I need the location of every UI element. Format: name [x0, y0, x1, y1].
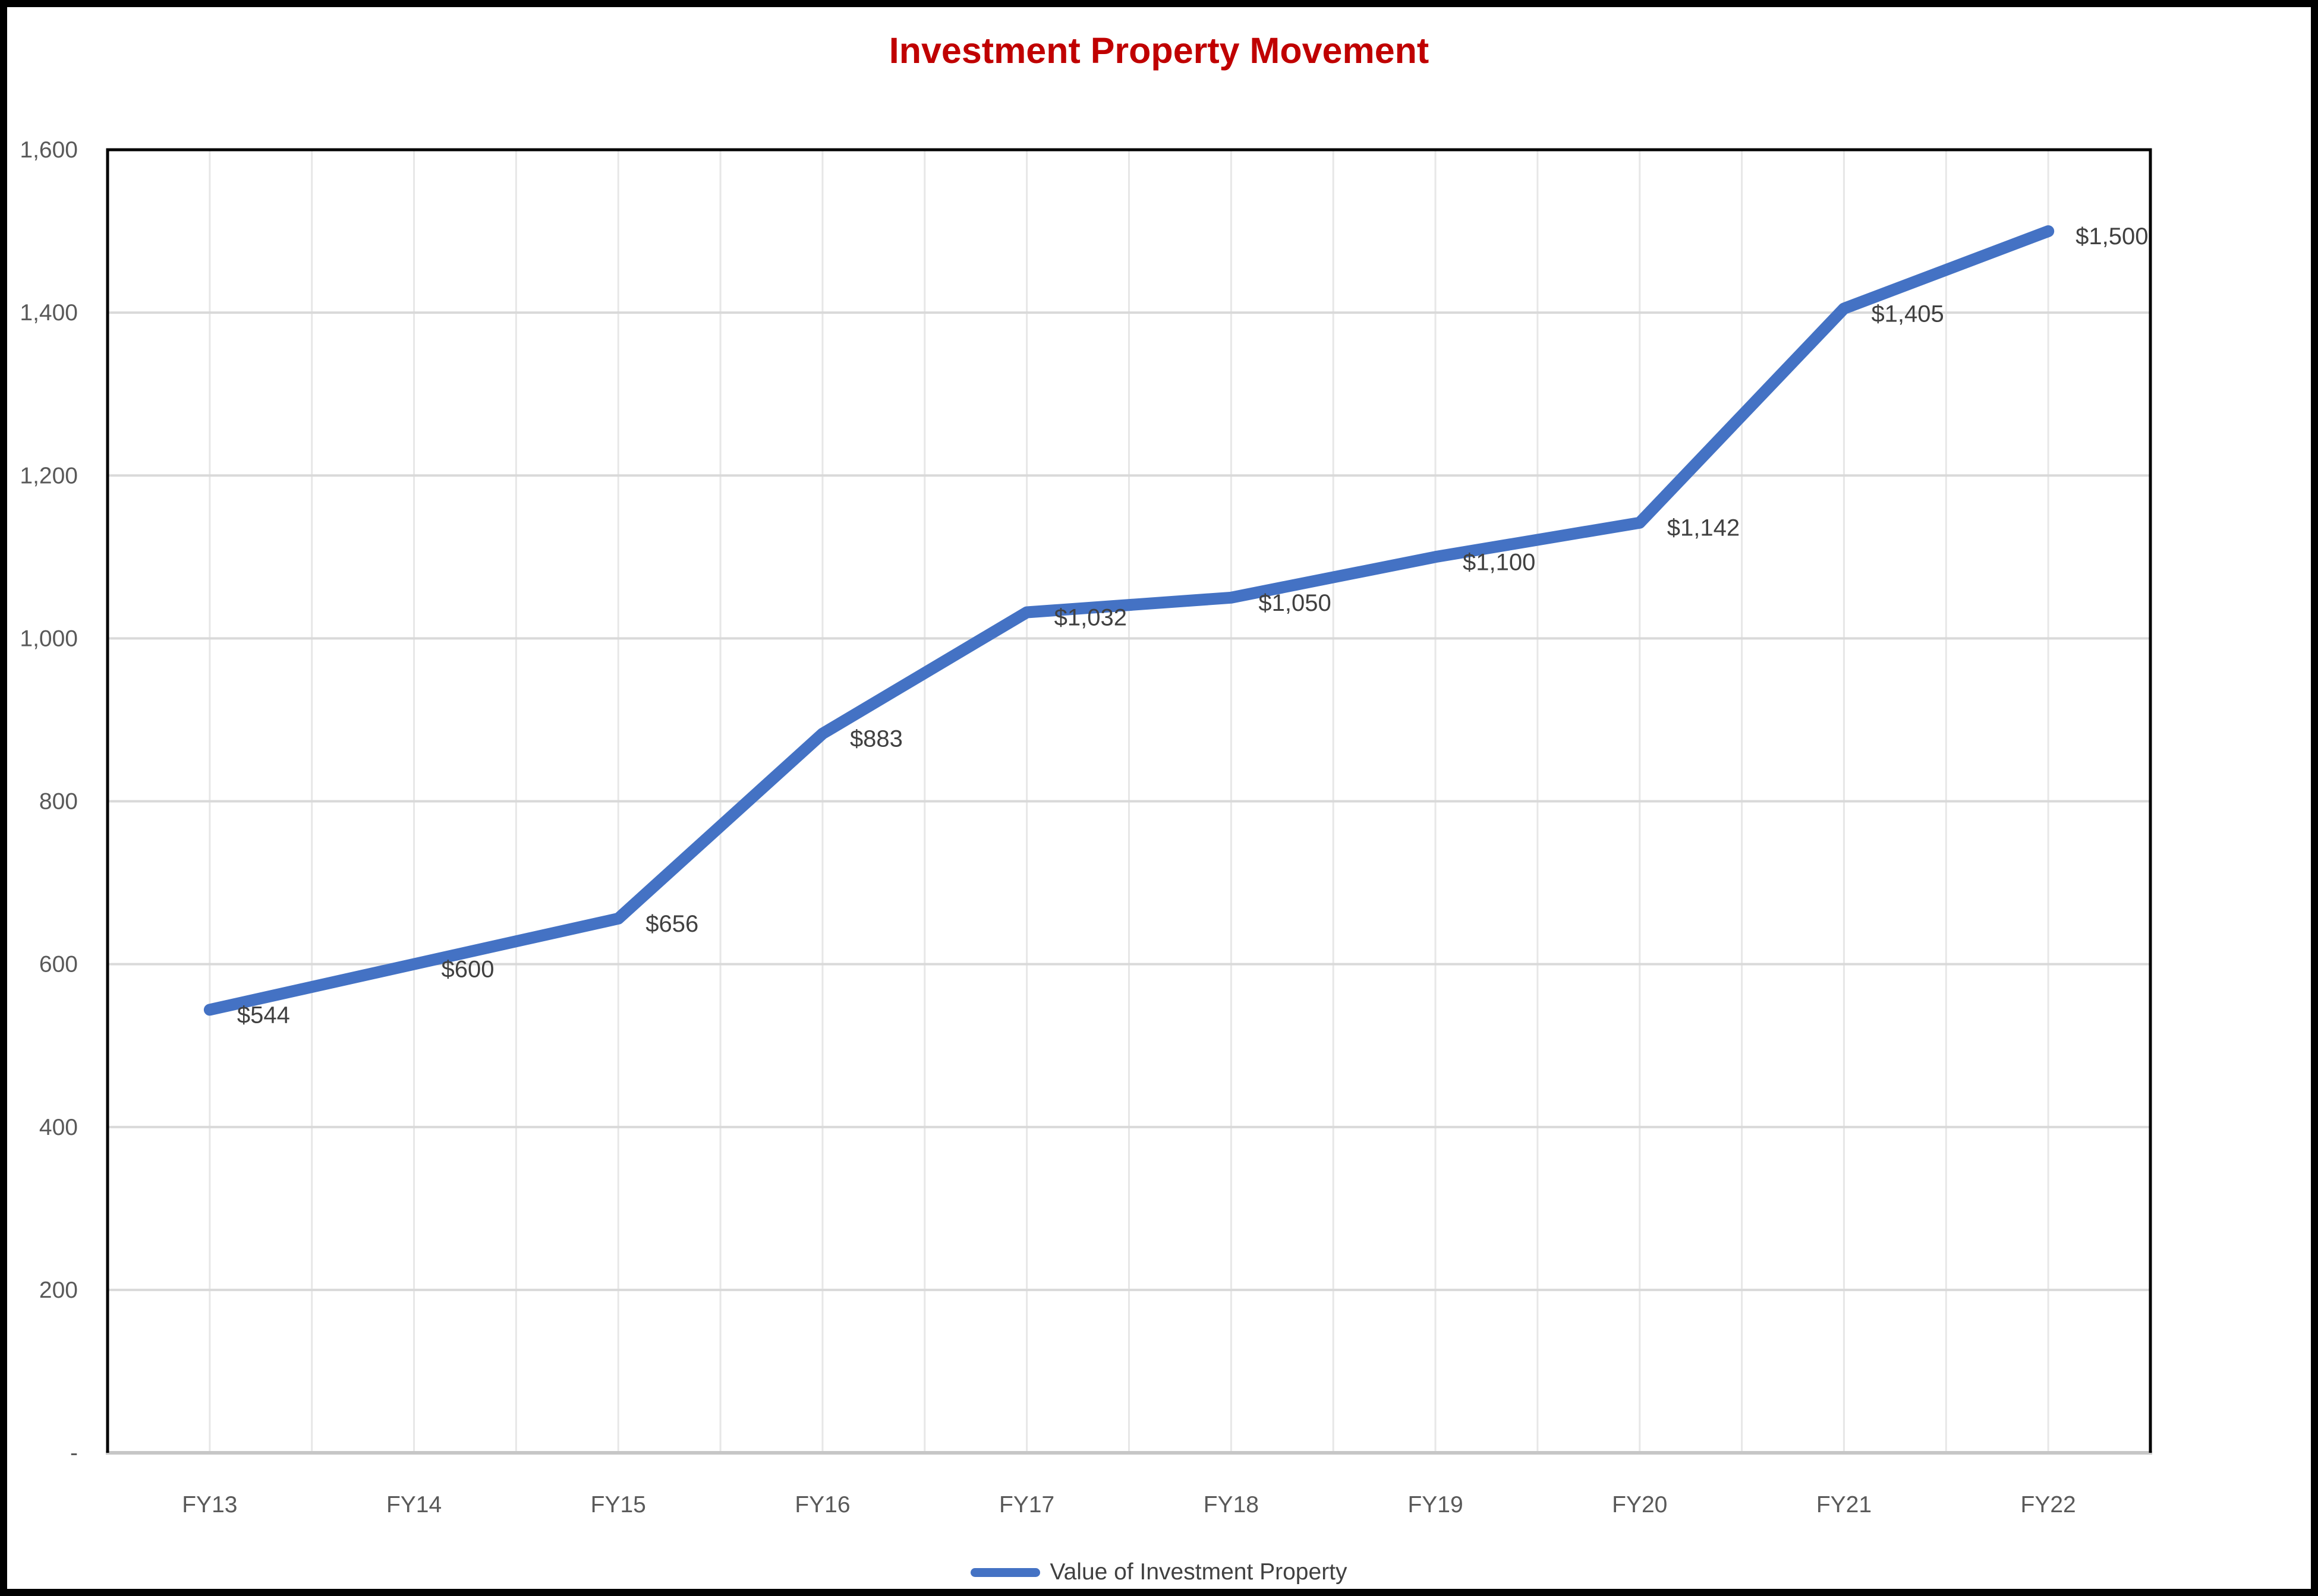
series-line-value-of-investment-property[interactable]: [203, 225, 2055, 1016]
y-tick-label-0: -: [70, 1440, 78, 1466]
x-tick-label-FY13: FY13: [182, 1492, 237, 1518]
y-tick-label-1000: 1,000: [20, 626, 78, 651]
y-tick-label-1200: 1,200: [20, 463, 78, 488]
x-axis-labels: FY13 FY14 FY15 FY16 FY17 FY18 FY19 FY20 FY21 FY22: [182, 1492, 2076, 1518]
x-tick-label-FY19: FY19: [1407, 1492, 1463, 1518]
data-label-FY17: $1,032: [1054, 605, 1127, 631]
horizontal-gridlines: [108, 311, 2150, 1291]
data-label-FY15: $656: [645, 911, 698, 937]
legend[interactable]: Value of Investment Property: [0, 1553, 2318, 1591]
y-tick-label-800: 800: [39, 789, 78, 815]
x-tick-label-FY16: FY16: [795, 1492, 850, 1518]
plot-border: [106, 148, 2152, 1453]
x-tick-label-FY22: FY22: [2021, 1492, 2076, 1518]
data-label-FY19: $1,100: [1463, 549, 1535, 575]
legend-line-swatch: [971, 1567, 1041, 1577]
x-tick-label-FY18: FY18: [1204, 1492, 1259, 1518]
y-tick-label-1400: 1,400: [20, 300, 78, 326]
x-tick-label-FY14: FY14: [386, 1492, 442, 1518]
x-tick-label-FY20: FY20: [1612, 1492, 1667, 1518]
data-label-FY14: $600: [442, 957, 495, 983]
data-label-FY13: $544: [237, 1002, 290, 1028]
data-label-FY20: $1,142: [1667, 515, 1740, 541]
data-labels: $544 $600 $656 $883 $1,032 $1,050 $1,100 $1,142…: [237, 223, 2149, 1028]
data-label-FY18: $1,050: [1258, 590, 1331, 616]
x-tick-label-FY21: FY21: [1816, 1492, 1872, 1518]
y-axis-labels: - 200 400 600 800 1,000 1,200 1,400 1,600: [20, 137, 78, 1466]
legend-label: Value of Investment Property: [1050, 1559, 1347, 1585]
x-tick-label-FY17: FY17: [999, 1492, 1054, 1518]
y-tick-label-200: 200: [39, 1278, 78, 1303]
y-tick-label-1600: 1,600: [20, 137, 78, 163]
data-label-FY21: $1,405: [1871, 301, 1944, 327]
y-tick-label-600: 600: [39, 952, 78, 977]
x-tick-label-FY15: FY15: [591, 1492, 646, 1518]
data-label-FY22: $1,500: [2076, 223, 2148, 250]
y-tick-label-400: 400: [39, 1115, 78, 1140]
data-label-FY16: $883: [850, 726, 903, 752]
chart-title: Investment Property Movement: [889, 30, 1429, 71]
